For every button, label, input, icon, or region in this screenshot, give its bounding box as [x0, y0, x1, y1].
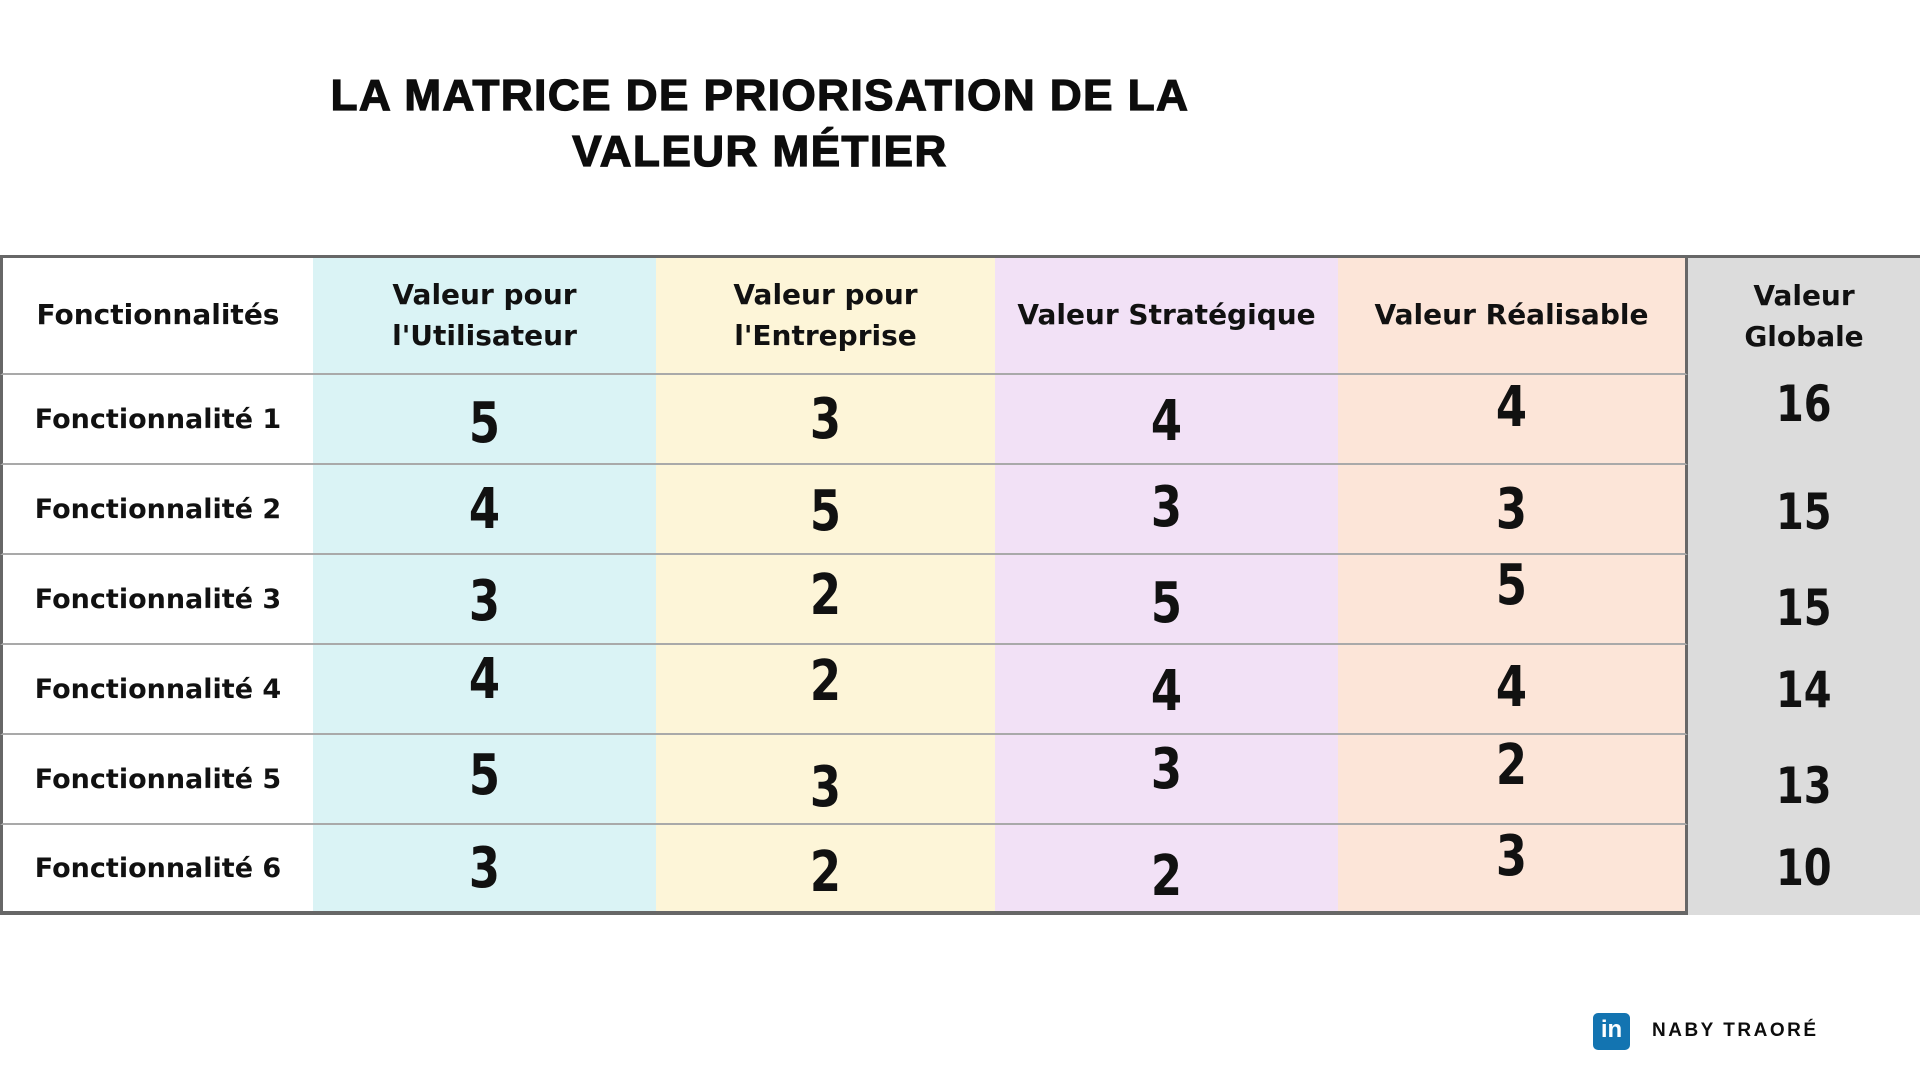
global-value-cell: 15 [1688, 465, 1920, 555]
column-header-valeur-utilisateur: Valeur pour l'Utilisateur [313, 258, 656, 375]
value-cell: 2 [995, 825, 1338, 915]
value-cell: 2 [656, 825, 995, 915]
value-cell: 3 [656, 735, 995, 825]
value-cell: 3 [1338, 824, 1688, 915]
page-title-line-2: VALEUR MÉTIER [572, 126, 948, 176]
value-cell: 5 [1338, 553, 1688, 645]
page-title-line-1: LA MATRICE DE PRIORISATION DE LA [330, 70, 1190, 120]
value-cell: 3 [313, 825, 656, 915]
value-cell: 3 [995, 465, 1338, 555]
linkedin-icon[interactable]: in [1593, 1012, 1630, 1050]
global-value-cell: 15 [1688, 555, 1920, 645]
page-title: LA MATRICE DE PRIORISATION DE LA VALEUR … [0, 68, 1520, 180]
global-value-cell: 13 [1688, 735, 1920, 825]
priorization-matrix-table: Fonctionnalités Valeur pour l'Utilisateur… [0, 255, 1920, 915]
row-label: Fonctionnalité 4 [0, 645, 313, 735]
value-cell: 2 [656, 555, 995, 645]
column-header-valeur-realisable: Valeur Réalisable [1338, 258, 1688, 375]
column-header-valeur-entreprise: Valeur pour l'Entreprise [656, 258, 995, 375]
value-cell: 3 [1338, 465, 1688, 555]
row-label: Fonctionnalité 1 [0, 375, 313, 465]
linkedin-icon-glyph: in [1600, 1015, 1623, 1043]
global-value-cell: 10 [1688, 825, 1920, 915]
footer: in NABY TRAORÉ [1593, 1012, 1819, 1050]
value-cell: 3 [313, 555, 656, 645]
column-header-fonctionnalites: Fonctionnalités [0, 258, 313, 375]
value-cell: 5 [313, 735, 656, 825]
value-cell: 3 [656, 375, 995, 465]
value-cell: 3 [995, 735, 1338, 825]
row-label: Fonctionnalité 2 [0, 465, 313, 555]
value-cell: 4 [1338, 645, 1688, 735]
column-header-valeur-strategique: Valeur Stratégique [995, 258, 1338, 375]
value-cell: 2 [1338, 733, 1688, 825]
value-cell: 5 [313, 375, 656, 465]
value-cell: 4 [313, 645, 656, 735]
value-cell: 4 [1338, 375, 1688, 465]
row-label: Fonctionnalité 3 [0, 555, 313, 645]
value-cell: 4 [313, 465, 656, 555]
global-value-cell: 14 [1688, 645, 1920, 735]
column-header-valeur-globale: Valeur Globale [1688, 258, 1920, 375]
value-cell: 2 [656, 645, 995, 735]
row-label: Fonctionnalité 6 [0, 825, 313, 915]
value-cell: 5 [656, 465, 995, 555]
author-name: NABY TRAORÉ [1652, 1020, 1819, 1041]
global-value-cell: 16 [1688, 375, 1920, 465]
value-cell: 4 [995, 645, 1338, 735]
row-label: Fonctionnalité 5 [0, 735, 313, 825]
value-cell: 5 [995, 555, 1338, 645]
value-cell: 4 [995, 375, 1338, 465]
